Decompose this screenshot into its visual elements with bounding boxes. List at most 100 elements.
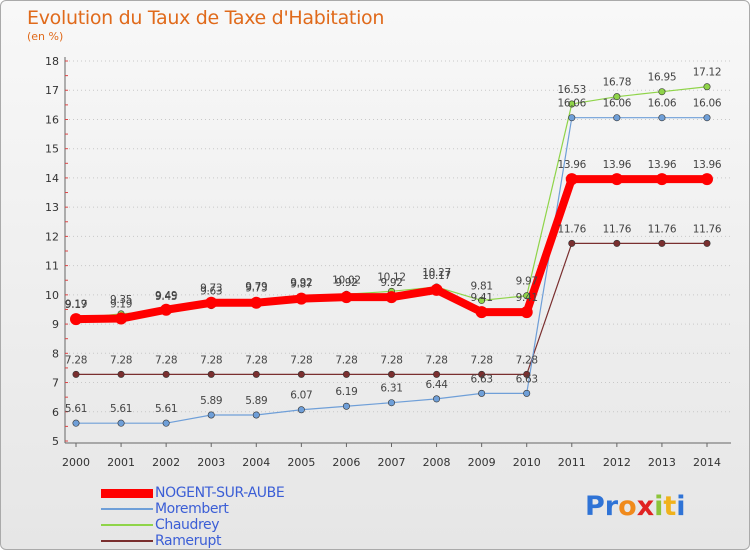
y-tick-label: 6 — [52, 406, 59, 419]
legend-label: NOGENT-SUR-AUBE — [155, 485, 285, 501]
legend-item: Morembert — [101, 501, 284, 517]
data-label: 13.96 — [558, 159, 587, 171]
data-point — [72, 419, 80, 427]
data-label: 11.76 — [603, 223, 632, 235]
data-label: 13.96 — [603, 159, 632, 171]
data-label: 6.44 — [425, 379, 448, 391]
grid-layer — [65, 60, 731, 413]
data-point — [297, 406, 305, 414]
x-tick-label: 2007 — [378, 456, 406, 469]
data-label: 7.28 — [335, 354, 357, 366]
logo-letter: i — [654, 491, 664, 522]
data-point — [117, 370, 125, 378]
data-point — [478, 296, 486, 304]
data-point — [568, 239, 576, 247]
data-label: 7.28 — [425, 354, 447, 366]
data-point — [162, 370, 170, 378]
data-point — [478, 370, 486, 378]
x-tick-label: 2010 — [513, 456, 541, 469]
data-label: 7.28 — [200, 354, 222, 366]
data-label: 7.28 — [65, 354, 87, 366]
y-tick-label: 5 — [52, 435, 59, 448]
data-label: 9.63 — [200, 286, 222, 298]
data-label: 9.41 — [471, 292, 493, 304]
data-point — [115, 312, 128, 325]
x-tick-label: 2011 — [558, 456, 586, 469]
data-point — [340, 291, 353, 304]
data-point — [613, 114, 621, 122]
data-label: 9.97 — [516, 276, 538, 288]
data-point — [252, 411, 260, 419]
logo-letter: x — [636, 491, 655, 522]
data-label: 9.19 — [65, 299, 87, 311]
label-layer: 7.28 7.28 7.28 7.28 7.28 7.28 7.28 7.28 7.28 7.28… — [65, 67, 722, 415]
data-label: 7.28 — [471, 354, 493, 366]
data-point — [117, 419, 125, 427]
data-point — [610, 173, 623, 186]
data-label: 9.49 — [155, 290, 177, 302]
data-point — [703, 114, 711, 122]
y-tick-label: 17 — [45, 84, 59, 97]
y-tick-label: 14 — [45, 172, 59, 185]
data-label: 7.28 — [245, 354, 267, 366]
logo-letter: t — [663, 491, 677, 522]
data-label: 9.17 — [65, 299, 87, 311]
data-label: 9.81 — [471, 280, 493, 292]
legend-label: Ramerupt — [155, 533, 222, 549]
data-point — [523, 370, 531, 378]
data-point — [523, 292, 531, 300]
legend-swatch — [101, 540, 153, 542]
data-point — [523, 389, 531, 397]
y-tick-label: 12 — [45, 230, 59, 243]
legend-label: Morembert — [155, 501, 229, 517]
data-label: 11.76 — [693, 223, 722, 235]
data-label: 10.02 — [332, 274, 361, 286]
x-tick-label: 2008 — [423, 456, 451, 469]
data-label: 9.35 — [110, 294, 132, 306]
data-point — [703, 83, 711, 91]
data-label: 5.61 — [155, 403, 177, 415]
data-point — [162, 419, 170, 427]
data-label: 7.28 — [110, 354, 132, 366]
data-point — [433, 395, 441, 403]
data-label: 6.31 — [380, 383, 402, 395]
data-point — [655, 173, 668, 186]
data-label: 5.89 — [200, 395, 222, 407]
chart-unit: (en %) — [27, 30, 64, 43]
data-label: 7.28 — [290, 354, 312, 366]
data-label: 17.12 — [693, 67, 722, 79]
y-tick-label: 15 — [45, 143, 59, 156]
data-label: 10.17 — [422, 270, 451, 282]
y-tick-label: 18 — [45, 55, 59, 68]
data-label: 16.78 — [603, 77, 632, 89]
data-label: 16.06 — [603, 98, 632, 110]
x-tick-label: 2013 — [648, 456, 676, 469]
x-tick-label: 2000 — [62, 456, 90, 469]
data-point — [295, 292, 308, 305]
legend: NOGENT-SUR-AUBE Morembert Chaudrey Ramerupt — [101, 485, 285, 549]
axis-layer: 5 6 7 8 9 10 11 12 13 14 15 16 17 18 2000 2001 2002 2003 2… — [45, 55, 731, 469]
data-label: 13.96 — [648, 159, 677, 171]
data-label: 16.06 — [693, 98, 722, 110]
data-point — [613, 93, 621, 101]
data-label: 16.53 — [558, 84, 587, 96]
data-label: 11.76 — [648, 223, 677, 235]
data-point — [385, 291, 398, 304]
series-layer — [70, 83, 713, 427]
legend-swatch — [101, 488, 153, 498]
legend-swatch — [101, 508, 153, 510]
data-point — [250, 296, 263, 309]
data-label: 9.73 — [200, 283, 222, 295]
data-label: 9.79 — [245, 281, 267, 293]
data-point — [568, 100, 576, 108]
data-point — [475, 306, 488, 319]
data-label: 9.92 — [290, 277, 312, 289]
data-label: 16.06 — [558, 98, 587, 110]
chart-title: Evolution du Taux de Taxe d'Habitation — [27, 7, 385, 29]
data-point — [387, 370, 395, 378]
data-label: 10.27 — [422, 267, 451, 279]
data-label: 7.28 — [155, 354, 177, 366]
x-tick-label: 2006 — [332, 456, 360, 469]
y-tick-label: 16 — [45, 113, 59, 126]
